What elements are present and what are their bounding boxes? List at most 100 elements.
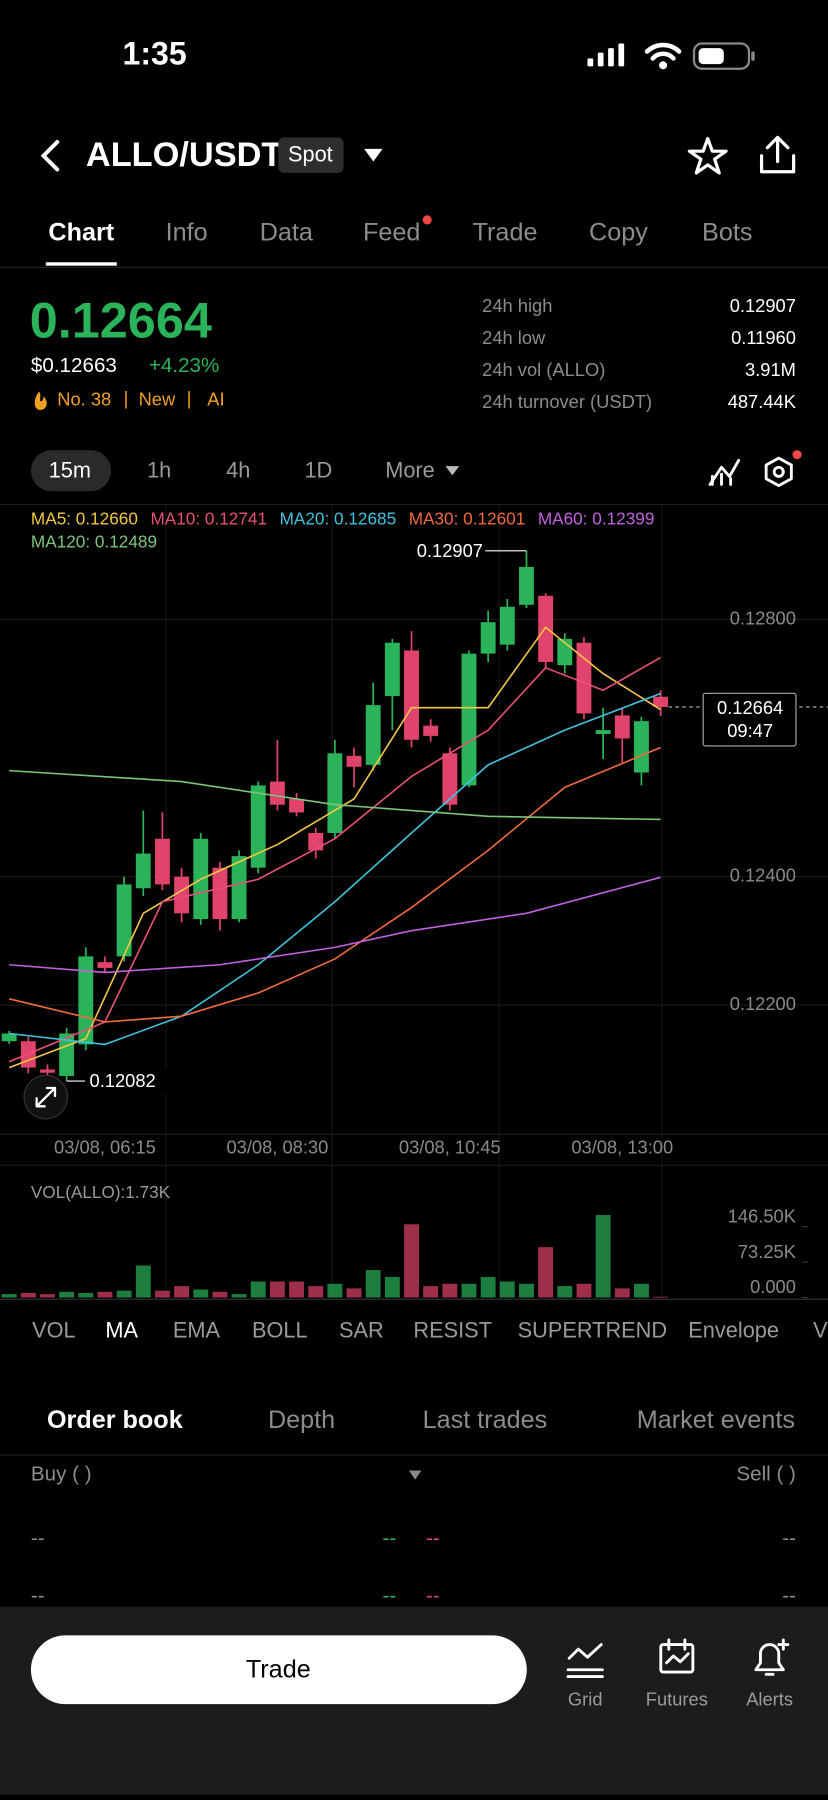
stat-value: 0.11960 [731,327,796,348]
tab[interactable]: Data [260,218,314,246]
y-tick-label: 0.12200 [730,993,796,1014]
candle-body [519,566,534,605]
volume-bar [384,1276,400,1298]
orderbook-tab[interactable]: Last trades [423,1406,548,1434]
indicator-tab[interactable]: VOL [32,1318,76,1343]
ma-line [9,769,661,821]
volume-bar [269,1281,285,1298]
precision-dropdown[interactable] [408,1470,422,1480]
ma-legend: MA5: 0.12660 MA10: 0.12741 MA20: 0.12685 MA… [31,508,684,554]
indicator-tab[interactable]: MA [105,1318,138,1343]
last-price-tag-label: 0.12664 [717,697,783,718]
indicator-tab[interactable]: RESIST [413,1318,492,1343]
wifi-icon [644,42,682,70]
share-button[interactable] [759,135,796,174]
volume-bar [116,1290,132,1298]
hot-icon [34,391,47,410]
bottom-nav-label[interactable]: Grid [568,1689,603,1710]
settings-button[interactable] [764,450,802,488]
candle-body [1,1033,17,1042]
orderbook-tab[interactable]: Order book [47,1406,184,1434]
tab[interactable]: Copy [589,218,648,246]
bottom-nav-label[interactable]: Futures [646,1689,708,1710]
pair-dropdown[interactable] [364,148,383,162]
ma-legend-entry: MA60: 0.12399 [537,509,655,530]
volume-bar [557,1286,573,1298]
candle-body [289,798,305,813]
indicator-tab[interactable]: SUPERTREND [518,1318,667,1343]
volume-bar [212,1291,228,1298]
volume-bar [346,1288,362,1298]
interval-pill [30,450,112,492]
alerts-icon[interactable] [754,1638,790,1676]
candle-body [308,832,324,851]
volume-bar [365,1270,381,1298]
volume-bar [538,1247,554,1298]
orderbook-cell: -- [383,1584,397,1607]
tag: New [139,389,176,410]
expand-button[interactable] [23,1074,69,1120]
volume-bar [461,1283,477,1298]
interval[interactable]: 1h [147,458,171,483]
ma-line [8,746,661,1023]
interval[interactable]: 4h [226,458,250,483]
candle-body [461,653,477,786]
orderbook-tab[interactable]: Depth [268,1406,335,1434]
candle-body [135,853,151,889]
volume-bar [595,1215,611,1298]
back-button[interactable] [40,140,60,172]
trade-button[interactable] [30,1635,527,1705]
notification-dot [422,215,432,225]
x-tick-label: 03/08, 08:30 [226,1137,328,1158]
spot-badge-bg [278,137,344,173]
candle-body [614,715,630,739]
futures-icon[interactable] [659,1638,695,1674]
volume-bar [614,1288,630,1298]
more-dropdown[interactable] [445,466,460,476]
candle-body [40,1069,55,1073]
orderbook-cell: -- [782,1584,796,1607]
volume-bar [193,1289,209,1298]
interval[interactable]: 1D [304,458,332,483]
volume-bar [135,1265,151,1298]
ma-legend-entry: MA30: 0.12601 [408,509,526,530]
indicator-tab[interactable]: V [813,1318,828,1343]
orderbook-tab[interactable]: Market events [637,1406,795,1434]
x-tick-label: 03/08, 13:00 [571,1137,673,1158]
candle-body [633,721,649,773]
tag: No. 38 [57,389,111,410]
high-label: 0.12907 [417,540,483,561]
tab[interactable]: Bots [702,218,752,246]
candle-body [78,956,94,1045]
volume-bar [289,1281,305,1298]
ma-legend-box: MA5: 0.12660 MA10: 0.12741 MA20: 0.12685 MA… [31,508,684,554]
orderbook-cell: -- [31,1584,45,1607]
volume-bar [40,1294,55,1298]
volume-bar [59,1291,75,1298]
interval[interactable]: 15m [49,458,91,483]
x-tick-label: 03/08, 06:15 [54,1137,156,1158]
indicator-button[interactable] [708,458,741,486]
stat-label: 24h low [482,327,546,348]
orderbook-cell: -- [426,1527,440,1550]
indicator-tab[interactable]: SAR [339,1318,384,1343]
indicator-tab[interactable]: BOLL [252,1318,308,1343]
tab[interactable]: Chart [48,218,114,246]
volume-bar [174,1286,190,1298]
low-label-bg [78,1068,182,1094]
indicator-tab[interactable]: EMA [173,1318,221,1343]
favorite-button[interactable] [687,136,728,175]
ma-line [8,656,661,1063]
bottom-nav-label[interactable]: Alerts [746,1689,793,1710]
tab[interactable]: Feed [363,218,420,246]
grid-icon[interactable] [566,1643,604,1679]
trade-button-label: Trade [246,1656,311,1684]
orderbook-cell: -- [31,1527,45,1550]
ma-line [9,692,661,1046]
tab[interactable]: Trade [473,218,538,246]
interval[interactable]: More [385,458,435,483]
indicator-tab[interactable]: Envelope [688,1318,779,1343]
tab[interactable]: Info [166,218,208,246]
volume-bar [308,1286,324,1298]
